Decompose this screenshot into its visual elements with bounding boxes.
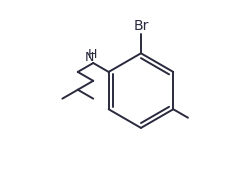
Text: Br: Br xyxy=(133,19,149,33)
Text: N: N xyxy=(84,51,94,64)
Text: H: H xyxy=(88,48,97,61)
